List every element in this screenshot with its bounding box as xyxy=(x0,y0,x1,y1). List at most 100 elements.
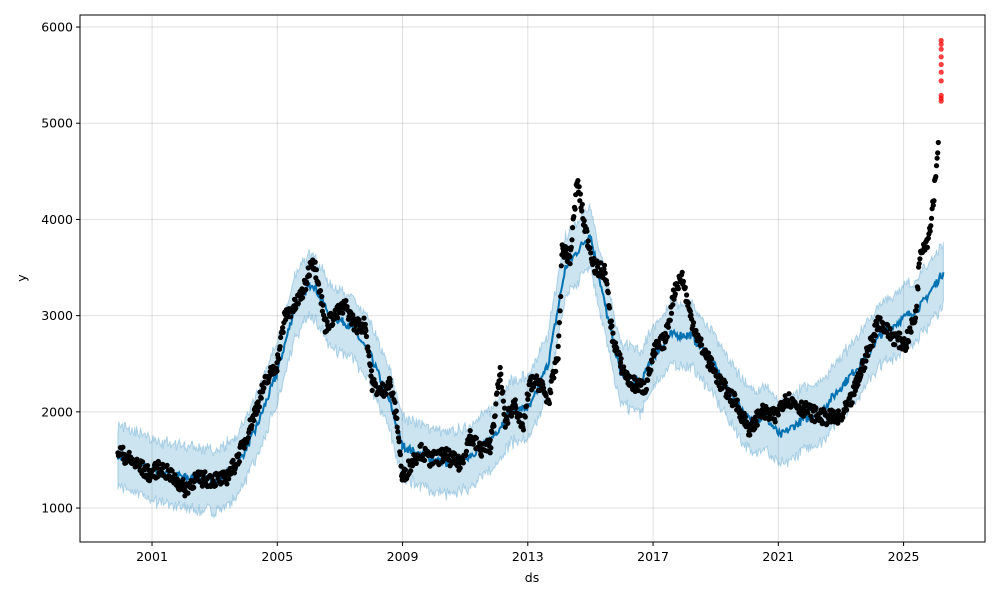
data-point xyxy=(912,315,919,321)
data-point xyxy=(319,294,325,300)
data-point xyxy=(463,452,469,458)
data-point xyxy=(421,457,428,463)
data-point xyxy=(397,452,403,458)
data-point xyxy=(306,273,313,279)
data-point xyxy=(734,397,740,403)
data-point xyxy=(877,315,883,321)
data-point xyxy=(494,390,500,396)
data-point xyxy=(786,391,792,397)
data-point xyxy=(553,368,559,374)
data-point xyxy=(543,393,549,399)
data-point xyxy=(470,441,476,447)
data-point xyxy=(670,302,676,308)
data-point xyxy=(649,359,655,365)
data-point xyxy=(304,281,310,287)
data-point xyxy=(276,356,282,362)
future-points xyxy=(938,37,944,104)
data-point xyxy=(145,463,151,469)
x-tick-label: 2021 xyxy=(762,549,794,564)
data-point xyxy=(581,218,587,224)
data-point xyxy=(288,314,294,320)
data-point xyxy=(643,386,650,393)
data-point xyxy=(174,476,180,482)
data-point xyxy=(524,403,530,409)
data-point xyxy=(747,432,753,438)
data-point xyxy=(935,139,941,146)
data-point xyxy=(609,323,615,329)
data-point xyxy=(930,202,936,208)
data-point xyxy=(343,298,349,304)
data-point xyxy=(185,490,191,496)
data-point xyxy=(126,449,132,455)
data-point xyxy=(295,300,301,307)
data-point xyxy=(931,198,937,204)
future-data-point xyxy=(938,92,944,98)
data-point xyxy=(394,415,400,421)
data-point xyxy=(241,445,247,451)
data-point xyxy=(546,400,553,407)
data-point xyxy=(933,174,939,180)
x-tick-label: 2001 xyxy=(136,549,168,564)
data-point xyxy=(525,396,531,402)
y-axis-label: y xyxy=(14,274,29,282)
data-point xyxy=(335,315,341,321)
data-point xyxy=(858,372,864,378)
data-point xyxy=(366,353,372,359)
data-point xyxy=(556,333,562,339)
data-point xyxy=(365,348,371,354)
x-tick-label: 2025 xyxy=(888,549,920,564)
data-point xyxy=(698,336,704,342)
data-point xyxy=(648,367,654,373)
data-point xyxy=(224,481,230,487)
data-point xyxy=(680,278,687,284)
data-point xyxy=(664,334,670,340)
uncertainty-band-area xyxy=(117,203,944,520)
data-point xyxy=(577,191,584,197)
data-point xyxy=(558,263,564,269)
data-point xyxy=(558,293,564,300)
data-point xyxy=(935,150,941,156)
data-point xyxy=(798,399,805,405)
data-point xyxy=(356,317,362,323)
data-point xyxy=(685,300,692,306)
data-point xyxy=(255,399,261,405)
data-point xyxy=(567,261,573,267)
data-point xyxy=(645,377,651,383)
data-point xyxy=(537,387,543,393)
data-point xyxy=(712,368,719,374)
data-point xyxy=(928,215,935,221)
data-point xyxy=(906,339,912,345)
data-point xyxy=(604,281,610,287)
data-point xyxy=(572,206,578,212)
data-point xyxy=(840,414,846,420)
data-point xyxy=(617,351,623,357)
future-data-point xyxy=(938,37,944,44)
data-point xyxy=(928,223,934,229)
data-point xyxy=(587,245,593,251)
future-data-point xyxy=(938,61,944,68)
data-point xyxy=(408,468,414,474)
data-point xyxy=(614,345,620,351)
y-tick-label: 1000 xyxy=(41,501,73,516)
data-point xyxy=(202,469,208,475)
data-point xyxy=(863,358,869,364)
data-point xyxy=(808,413,814,419)
data-point xyxy=(849,400,855,406)
data-point xyxy=(916,261,922,267)
data-point xyxy=(460,460,466,466)
data-point xyxy=(540,385,547,391)
data-point xyxy=(602,270,608,276)
data-point xyxy=(668,310,675,316)
data-point xyxy=(340,310,346,316)
data-point xyxy=(652,351,658,357)
data-point xyxy=(517,413,523,419)
y-tick-label: 2000 xyxy=(41,404,73,419)
data-point xyxy=(226,476,232,482)
data-point xyxy=(742,414,749,420)
data-point xyxy=(675,286,682,292)
data-point xyxy=(667,317,673,323)
data-point xyxy=(775,412,781,418)
data-point xyxy=(140,459,146,465)
data-point xyxy=(855,382,861,388)
